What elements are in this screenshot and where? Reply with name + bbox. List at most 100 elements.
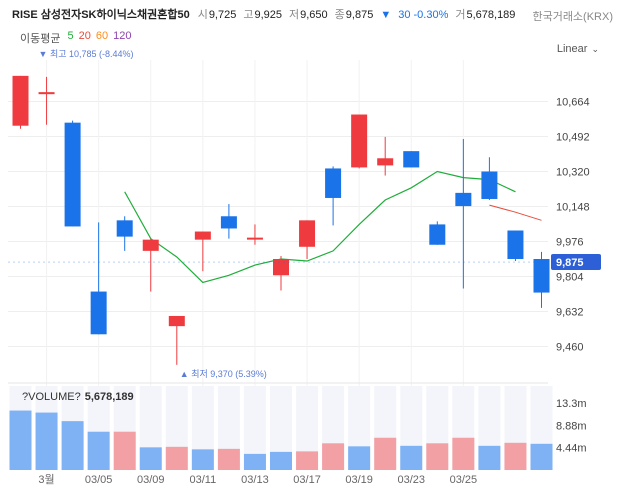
candle-body xyxy=(507,230,524,259)
high-value: 9,925 xyxy=(254,9,282,21)
close-value: 9,875 xyxy=(345,9,374,21)
volume-bar xyxy=(87,431,110,470)
volume-bar-background xyxy=(243,386,266,470)
volume-bar xyxy=(426,443,449,470)
volume-tick-label: 13.3m xyxy=(556,398,587,410)
x-tick-label: 03/09 xyxy=(137,474,165,486)
volume-bar xyxy=(374,437,397,470)
volume-bar xyxy=(270,451,292,470)
min-price-annotation: ▲ 최저 9,370 (5.39%) xyxy=(180,369,267,379)
candle-body xyxy=(194,231,211,240)
x-tick-label: 03/25 xyxy=(450,474,478,486)
volume-bar xyxy=(478,445,501,470)
scale-label: Linear xyxy=(556,43,588,55)
x-tick-label: 03/19 xyxy=(345,474,373,486)
volume-bar xyxy=(400,445,423,470)
candle-body xyxy=(116,220,133,237)
candle-body xyxy=(481,171,498,199)
candle-body xyxy=(273,259,289,276)
open-value: 9,725 xyxy=(208,9,237,21)
exchange-label: 한국거래소(KRX) xyxy=(532,11,613,23)
candle-body xyxy=(299,220,316,247)
volume-bar xyxy=(530,443,553,470)
x-tick-label: 03/23 xyxy=(397,474,425,486)
x-tick-label: 03/11 xyxy=(189,474,216,486)
x-tick-label: 03/13 xyxy=(241,474,269,486)
volume-bar-background xyxy=(270,386,292,470)
volume-tick-label: 4.44m xyxy=(556,443,587,455)
volume-bar-background xyxy=(296,386,319,470)
volume-bar xyxy=(217,448,240,470)
candle-body xyxy=(142,239,159,251)
low-label: 저 xyxy=(289,9,300,21)
y-tick-label: 10,148 xyxy=(556,202,590,214)
candle-body xyxy=(12,75,29,126)
volume-panel-title: ?VOLUME? xyxy=(22,391,81,403)
high-label: 고 xyxy=(243,9,254,21)
candle-body xyxy=(220,216,237,229)
candle-body xyxy=(377,158,394,166)
ma-20-period[interactable]: 20 xyxy=(78,30,91,42)
ma5-line xyxy=(124,170,516,284)
candle-body xyxy=(64,122,81,227)
candle-body xyxy=(38,92,55,95)
volume-bar xyxy=(61,421,84,470)
volume-panel-label: ?VOLUME? 5,678,189 xyxy=(22,391,134,403)
volume-bar xyxy=(35,412,58,470)
volume-bar xyxy=(348,446,371,470)
ma-120-period[interactable]: 120 xyxy=(113,30,132,42)
candle-body xyxy=(351,114,368,168)
candle-body xyxy=(90,291,107,335)
y-tick-label: 9,976 xyxy=(556,237,584,249)
volume-bar xyxy=(113,431,136,470)
volume-bar xyxy=(452,437,475,470)
current-price-value: 9,875 xyxy=(556,257,584,269)
y-tick-label: 10,664 xyxy=(556,97,590,109)
y-tick-label: 9,804 xyxy=(556,272,584,284)
volume-bar xyxy=(9,410,32,470)
close-label: 종 xyxy=(334,9,345,21)
x-tick-label: 3월 xyxy=(38,473,54,486)
volume-bar-background xyxy=(191,386,214,470)
volume-bar xyxy=(504,442,527,470)
volume-bar xyxy=(191,449,214,470)
open-label: 시 xyxy=(197,9,208,21)
volume-bar xyxy=(165,446,188,470)
candle-body xyxy=(533,259,550,293)
candle-body xyxy=(455,192,472,207)
moving-average-legend[interactable]: 이동평균 5 20 60 120 xyxy=(20,30,131,46)
candle-body xyxy=(246,237,263,240)
volume-bar xyxy=(322,443,345,470)
chevron-down-icon: ⌄ xyxy=(591,44,599,54)
candle-body xyxy=(168,315,185,327)
volume-label: 거 xyxy=(455,9,466,21)
max-price-annotation: ▼ 최고 10,785 (-8.44%) xyxy=(39,49,134,59)
candle-body xyxy=(429,224,446,245)
ma-5-period[interactable]: 5 xyxy=(67,30,74,42)
moving-average-label: 이동평균 xyxy=(20,33,61,45)
volume-bar xyxy=(139,447,162,470)
volume-value: 5,678,189 xyxy=(466,9,516,21)
volume-bar xyxy=(243,453,266,470)
scale-dropdown[interactable]: Linear ⌄ xyxy=(557,43,599,55)
x-tick-label: 03/05 xyxy=(85,474,113,486)
y-tick-label: 9,632 xyxy=(556,307,584,319)
x-tick-label: 03/17 xyxy=(293,474,321,486)
ma-60-period[interactable]: 60 xyxy=(95,30,109,42)
volume-tick-label: 8.88m xyxy=(556,420,587,432)
low-value: 9,650 xyxy=(300,9,328,21)
candle-body xyxy=(325,168,342,198)
volume-panel-value: 5,678,189 xyxy=(84,391,134,403)
change-arrow-icon: ▼ xyxy=(380,9,392,21)
y-tick-label: 10,320 xyxy=(556,167,590,179)
y-tick-label: 9,460 xyxy=(556,342,584,354)
y-tick-label: 10,492 xyxy=(556,132,590,144)
chart-header: RISE 삼성전자SK하이닉스채권혼합50 시 9,725 고 9,925 저 9,6… xyxy=(12,6,522,22)
security-name: RISE 삼성전자SK하이닉스채권혼합50 xyxy=(12,9,190,21)
ma20-line xyxy=(489,204,542,221)
volume-bar xyxy=(296,451,319,470)
current-price-tag xyxy=(551,254,601,271)
change-value: 30 -0.30% xyxy=(398,9,449,21)
candle-body xyxy=(403,151,420,168)
